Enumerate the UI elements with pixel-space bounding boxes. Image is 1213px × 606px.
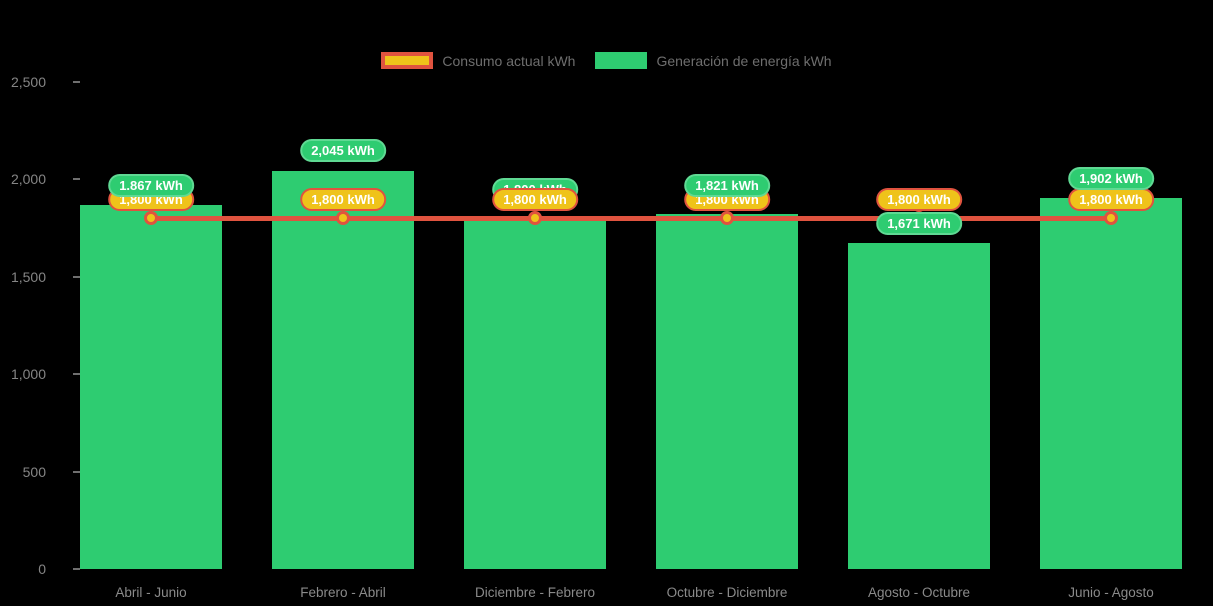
line-point-dot-febrero-abril[interactable]: [336, 211, 350, 226]
bar-abril-junio[interactable]: [80, 205, 222, 569]
y-axis-label: 0: [38, 561, 46, 577]
bar-diciembre-febrero[interactable]: [464, 218, 606, 569]
line-point-dot-octubre-diciembre[interactable]: [720, 211, 734, 226]
y-axis-label: 1,000: [10, 366, 46, 383]
y-axis-tick: [73, 275, 80, 278]
x-axis-label-octubre-diciembre: Octubre - Diciembre: [666, 585, 788, 600]
bar-agosto-octubre[interactable]: [848, 243, 990, 569]
y-axis-tick: [73, 373, 80, 376]
y-axis-label: 2,500: [10, 74, 46, 90]
generacion-swatch-icon: [595, 52, 648, 69]
bar-octubre-diciembre[interactable]: [656, 214, 798, 569]
bar-value-label-febrero-abril: 2,045 kWh: [300, 139, 386, 163]
legend-item-consumo[interactable]: Consumo actual kWh: [381, 52, 575, 69]
y-axis-tick: [73, 178, 80, 181]
bar-febrero-abril[interactable]: [272, 170, 414, 569]
bar-junio-agosto[interactable]: [1040, 198, 1182, 569]
y-axis-label: 1,500: [10, 268, 46, 285]
y-axis-label: 2,000: [10, 171, 46, 188]
bar-value-label-abril-junio: 1.867 kWh: [108, 173, 194, 197]
x-axis-label-diciembre-febrero: Diciembre - Febrero: [474, 585, 596, 600]
legend-item-generacion[interactable]: Generación de energía kWh: [595, 52, 832, 69]
legend-label-consumo: Consumo actual kWh: [442, 52, 576, 69]
line-point-dot-diciembre-febrero[interactable]: [528, 211, 542, 226]
line-value-label-agosto-octubre: 1,800 kWh: [876, 187, 962, 211]
consumo-trendline: [151, 215, 1111, 221]
chart-legend: Consumo actual kWh Generación de energía…: [0, 52, 1213, 69]
x-axis-label-junio-agosto: Junio - Agosto: [1068, 585, 1154, 600]
bar-value-label-agosto-octubre: 1,671 kWh: [876, 211, 962, 235]
line-point-dot-junio-agosto[interactable]: [1104, 211, 1118, 226]
y-axis-tick: [73, 568, 80, 570]
x-axis-label-agosto-octubre: Agosto - Octubre: [867, 585, 971, 600]
line-value-label-diciembre-febrero: 1,800 kWh: [492, 187, 578, 211]
y-axis-tick: [73, 81, 80, 83]
bar-value-label-octubre-diciembre: 1,821 kWh: [684, 173, 770, 197]
bar-value-label-junio-agosto: 1,902 kWh: [1068, 166, 1154, 190]
y-axis-tick: [73, 470, 80, 473]
line-value-label-febrero-abril: 1,800 kWh: [300, 187, 386, 211]
y-axis-label: 500: [22, 463, 46, 480]
x-axis-label-abril-junio: Abril - Junio: [115, 585, 187, 600]
line-value-label-junio-agosto: 1,800 kWh: [1068, 187, 1154, 211]
consumo-swatch-icon: [381, 52, 434, 69]
legend-label-generacion: Generación de energía kWh: [656, 52, 832, 69]
line-point-dot-abril-junio[interactable]: [144, 211, 158, 226]
x-axis-label-febrero-abril: Febrero - Abril: [300, 585, 386, 600]
